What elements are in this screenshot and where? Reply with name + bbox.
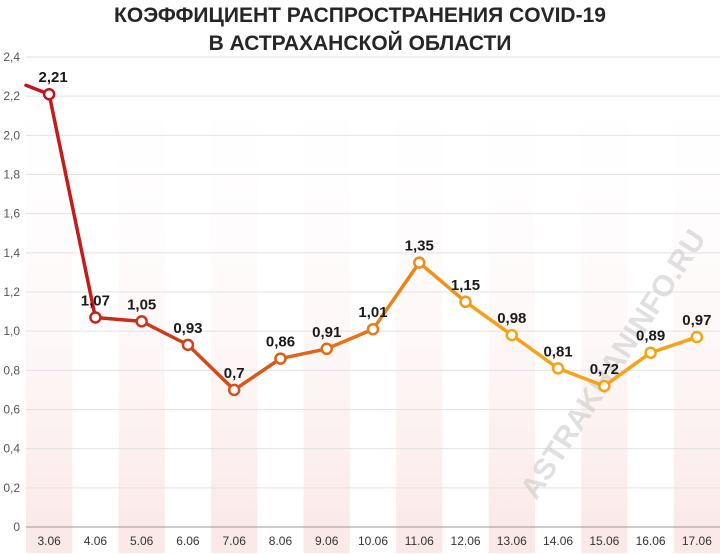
x-tick-label: 10.06 <box>358 534 388 548</box>
data-label: 1,35 <box>405 238 434 255</box>
category-band-label-bg <box>303 527 350 553</box>
data-point <box>42 87 56 101</box>
y-tick-label: 0,2 <box>3 481 20 495</box>
series-segment <box>93 315 144 324</box>
data-labels: 2,21 1,07 1,05 0,93 0,7 0,86 0,91 1,01 1,35 1,15 0… <box>39 69 712 382</box>
data-point <box>644 346 657 359</box>
y-tick-label: 2,2 <box>3 89 20 103</box>
data-point <box>690 330 704 344</box>
series-segment <box>139 319 190 347</box>
data-label: 1,01 <box>358 304 387 321</box>
chart-title: КОЭФФИЦИЕНТ РАСПРОСТРАНЕНИЯ COVID-19 В А… <box>0 2 720 58</box>
x-tick-label: 17.06 <box>682 534 712 548</box>
x-tick-label: 16.06 <box>636 534 666 548</box>
y-tick-label: 2,4 <box>3 50 20 64</box>
data-point <box>274 352 287 365</box>
series-segment <box>510 333 560 371</box>
data-label: 0,98 <box>497 310 526 327</box>
data-label: 2,21 <box>39 69 68 86</box>
category-band-label-bg <box>211 527 258 553</box>
data-label: 1,15 <box>451 277 480 294</box>
data-point <box>459 295 472 309</box>
category-band-label-bg <box>26 527 73 553</box>
data-label: 0,81 <box>543 343 572 360</box>
data-point <box>89 311 102 324</box>
data-label: 1,07 <box>81 292 110 309</box>
y-tick-label: 1,4 <box>3 246 20 260</box>
series-segment <box>417 260 468 304</box>
y-tick-label: 1,2 <box>3 285 20 299</box>
series-segment <box>278 347 329 361</box>
category-band-label-bg <box>673 527 720 553</box>
x-tick-label: 8.06 <box>269 534 293 548</box>
series-segment <box>371 260 422 331</box>
data-label: 0,7 <box>224 365 245 382</box>
x-tick-label: 6.06 <box>176 534 200 548</box>
gridlines <box>26 56 720 528</box>
data-label: 0,91 <box>312 324 341 341</box>
data-point <box>135 315 148 328</box>
x-tick-label: 5.06 <box>130 534 154 548</box>
x-tick-label: 15.06 <box>589 534 619 548</box>
y-tick-label: 1,8 <box>3 168 20 182</box>
data-label: 0,86 <box>266 334 295 351</box>
x-tick-label: 3.06 <box>37 534 61 548</box>
x-tick-label: 14.06 <box>543 534 573 548</box>
data-point <box>598 379 611 393</box>
data-label: 0,97 <box>682 312 711 329</box>
category-band-label-bg <box>118 527 165 553</box>
data-label: 1,05 <box>127 296 156 313</box>
series-segment <box>232 356 283 392</box>
series-segment <box>324 327 375 351</box>
x-axis: 3.06 4.06 5.06 6.06 7.06 8.06 9.06 10.06 11.06 12… <box>37 534 712 548</box>
data-point <box>505 328 519 342</box>
y-tick-label: 2,0 <box>3 128 20 142</box>
category-band-label-bg <box>488 527 535 553</box>
y-tick-label: 1,0 <box>3 324 20 338</box>
chart-title-line-2: В АСТРАХАНСКОЙ ОБЛАСТИ <box>208 32 512 55</box>
x-tick-label: 12.06 <box>451 534 481 548</box>
data-point <box>181 338 195 352</box>
y-axis: 0 0,2 0,4 0,6 0,8 1,0 1,2 1,4 1,6 1,8 2,0 2,2 2,4 <box>3 50 20 534</box>
chart-title-line-1: КОЭФФИЦИЕНТ РАСПРОСТРАНЕНИЯ COVID-19 <box>114 4 606 27</box>
y-tick-label: 0 <box>13 520 20 534</box>
x-tick-label: 7.06 <box>223 534 247 548</box>
data-point <box>320 342 333 356</box>
category-band-label-bg <box>396 527 443 553</box>
x-tick-label: 13.06 <box>497 534 527 548</box>
series-segment <box>463 300 514 337</box>
series-segment <box>186 343 236 392</box>
category-band-label-bg <box>581 527 628 553</box>
x-tick-label: 11.06 <box>405 534 434 548</box>
series-segment <box>556 366 607 388</box>
y-tick-label: 0,4 <box>3 442 20 456</box>
y-tick-label: 0,6 <box>3 403 20 417</box>
y-tick-label: 0,8 <box>3 363 20 377</box>
y-tick-label: 1,6 <box>3 207 20 221</box>
x-tick-label: 4.06 <box>84 534 108 548</box>
x-tick-label: 9.06 <box>315 534 339 548</box>
data-point <box>366 322 380 336</box>
data-point <box>551 362 565 375</box>
series-segment <box>602 350 653 388</box>
data-label: 0,89 <box>636 328 665 345</box>
data-points <box>42 87 704 397</box>
series-segment <box>47 92 98 320</box>
data-point <box>413 256 426 269</box>
data-label: 0,72 <box>590 361 619 378</box>
series-segment <box>648 335 699 355</box>
data-point <box>227 383 241 397</box>
data-label: 0,93 <box>173 320 202 337</box>
